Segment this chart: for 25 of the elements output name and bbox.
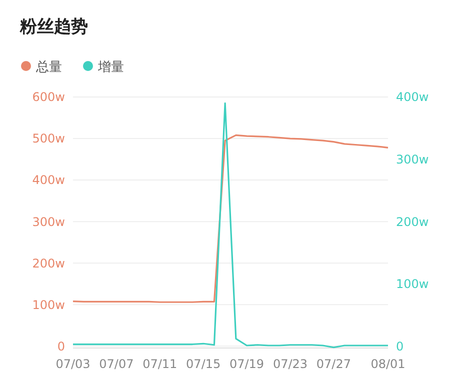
y-tick-label: 0	[57, 339, 65, 354]
x-tick-label: 07/03	[56, 357, 90, 371]
x-tick-label: 07/15	[186, 357, 221, 371]
line-series	[72, 134, 389, 303]
y-tick-label: 300w	[32, 214, 66, 229]
chart-title: 粉丝趋势	[19, 17, 88, 37]
y-tick-label: 400w	[32, 173, 66, 188]
x-tick-label: 07/23	[272, 357, 308, 371]
x-tick-label: 07/11	[142, 357, 178, 371]
legend-label: 总量	[35, 60, 62, 75]
y2-tick-label: 300w	[396, 152, 429, 166]
line-series	[72, 102, 389, 348]
x-tick-label: 07/27	[316, 357, 351, 371]
y2-tick-label: 100w	[396, 277, 429, 292]
x-tick-label: 07/07	[99, 357, 134, 371]
y-tick-label: 500w	[32, 132, 66, 146]
y-tick-label: 100w	[32, 298, 66, 312]
x-tick-label: 08/01	[370, 357, 406, 371]
y2-tick-label: 200w	[396, 214, 429, 229]
y2-tick-label: 400w	[396, 90, 429, 104]
y-tick-label: 200w	[32, 256, 66, 270]
y2-tick-label: 0	[396, 339, 404, 354]
y-tick-label: 600w	[32, 90, 66, 104]
legend-label: 增量	[97, 60, 124, 75]
x-tick-label: 07/19	[229, 357, 264, 371]
